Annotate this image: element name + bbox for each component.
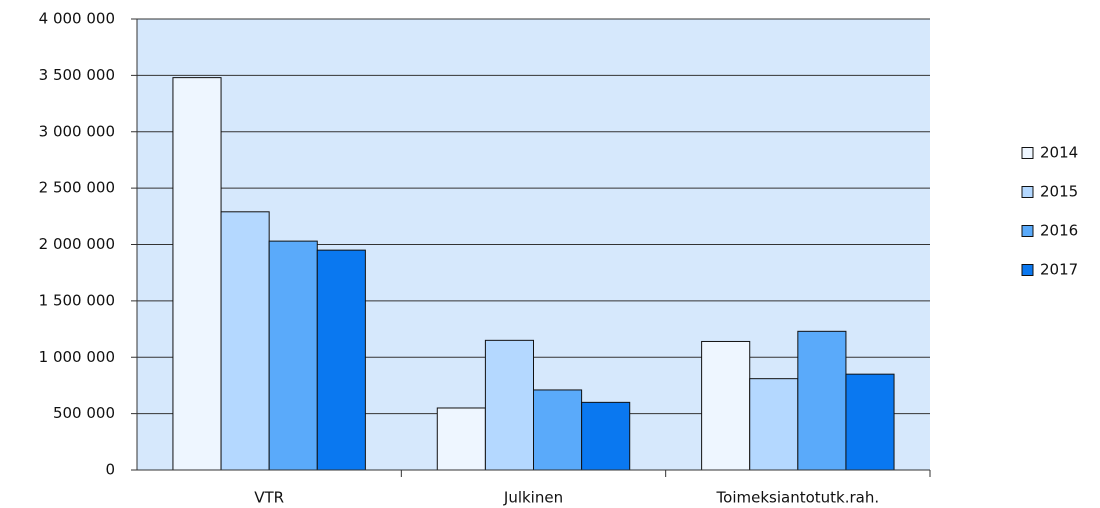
bar xyxy=(220,211,270,471)
bar xyxy=(581,401,631,471)
legend-swatch xyxy=(1021,147,1034,159)
legend-swatch xyxy=(1021,225,1034,237)
bar xyxy=(797,330,847,471)
y-tick-label: 2 000 000 xyxy=(39,235,115,253)
bar xyxy=(316,249,366,471)
y-tick-label: 0 xyxy=(105,461,115,479)
y-tick-label: 3 000 000 xyxy=(39,122,115,140)
bar xyxy=(268,240,318,471)
x-tick-label: VTR xyxy=(254,489,284,507)
y-tick-label: 500 000 xyxy=(53,404,115,422)
x-tick-label: Toimeksiantotutk.rah. xyxy=(716,489,880,507)
bar xyxy=(845,373,895,471)
bar xyxy=(749,378,799,471)
x-tick-label: Julkinen xyxy=(503,489,563,507)
legend-swatch xyxy=(1021,186,1034,198)
bar xyxy=(172,77,222,471)
bar xyxy=(701,340,751,471)
y-tick-label: 2 500 000 xyxy=(39,179,115,197)
y-tick-label: 1 500 000 xyxy=(39,291,115,309)
bar xyxy=(436,407,486,471)
legend-label: 2015 xyxy=(1040,183,1078,201)
legend-label: 2017 xyxy=(1040,261,1078,279)
y-tick-label: 1 000 000 xyxy=(39,348,115,366)
y-tick-label: 3 500 000 xyxy=(39,66,115,84)
y-tick-label: 4 000 000 xyxy=(39,10,115,28)
bar xyxy=(533,389,583,471)
legend-label: 2014 xyxy=(1040,144,1078,162)
legend-swatch xyxy=(1021,264,1034,276)
bar xyxy=(484,339,534,471)
legend-label: 2016 xyxy=(1040,222,1078,240)
